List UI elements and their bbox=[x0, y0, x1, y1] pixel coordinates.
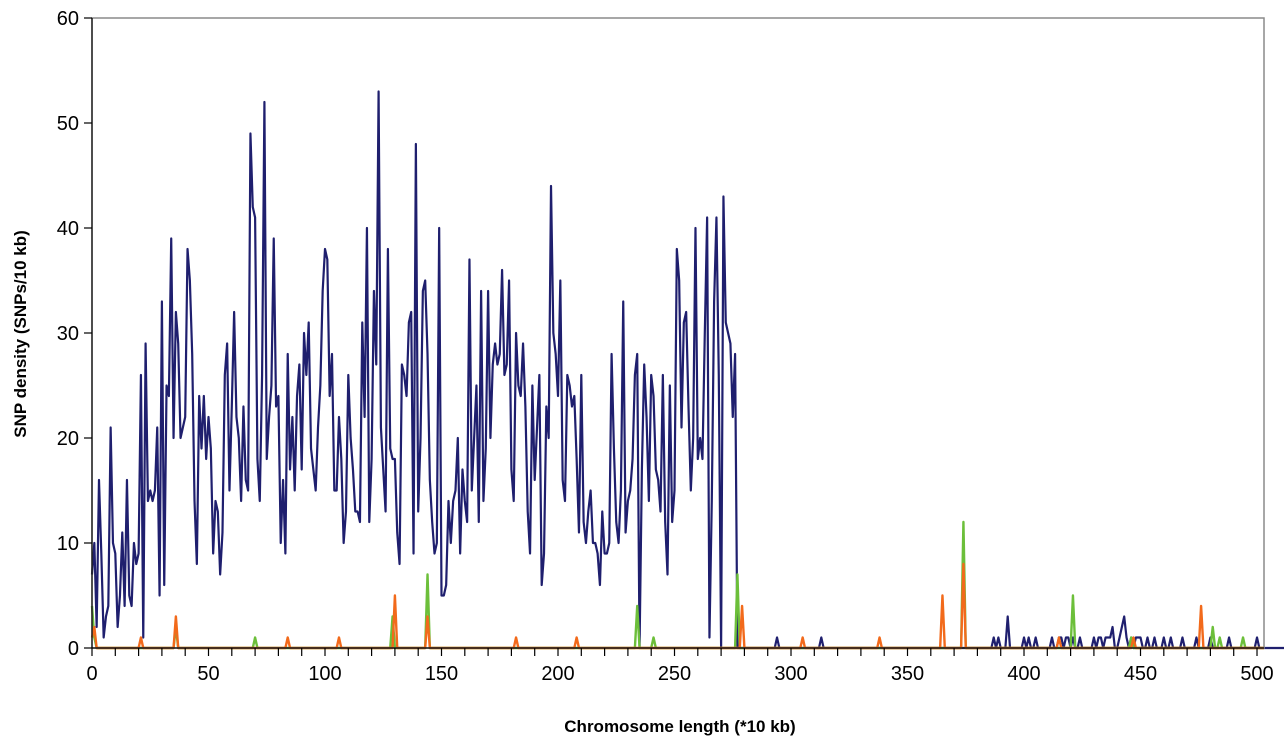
x-tick-label: 200 bbox=[541, 663, 574, 685]
x-tick-label: 400 bbox=[1007, 663, 1040, 685]
series-line-green bbox=[90, 520, 1264, 650]
x-tick-label: 450 bbox=[1124, 663, 1157, 685]
y-tick-label: 20 bbox=[57, 428, 79, 450]
y-tick-label: 40 bbox=[57, 218, 79, 240]
series-layer bbox=[90, 90, 1284, 650]
x-tick-label: 50 bbox=[197, 663, 219, 685]
y-tick-label: 30 bbox=[57, 323, 79, 345]
y-tick-label: 0 bbox=[68, 638, 79, 660]
x-tick-label: 350 bbox=[891, 663, 924, 685]
y-axis-title: SNP density (SNPs/10 kb) bbox=[11, 230, 30, 438]
x-tick-label: 250 bbox=[658, 663, 691, 685]
axes-layer: 0 10 20 30 40 50 60 0 50 100 150 200 250 300 350 400 450… bbox=[57, 8, 1274, 685]
x-tick-label: 150 bbox=[425, 663, 458, 685]
x-axis-title: Chromosome length (*10 kb) bbox=[564, 717, 795, 736]
y-tick-label: 10 bbox=[57, 533, 79, 555]
y-tick-label: 60 bbox=[57, 8, 79, 30]
series-line-navy bbox=[90, 90, 1284, 650]
x-tick-label: 500 bbox=[1240, 663, 1273, 685]
series-line-orange bbox=[90, 562, 1264, 650]
x-tick-label: 0 bbox=[86, 663, 97, 685]
y-tick-label: 50 bbox=[57, 113, 79, 135]
plot-area-border bbox=[91, 17, 1265, 649]
x-tick-label: 300 bbox=[774, 663, 807, 685]
x-tick-label: 100 bbox=[308, 663, 341, 685]
